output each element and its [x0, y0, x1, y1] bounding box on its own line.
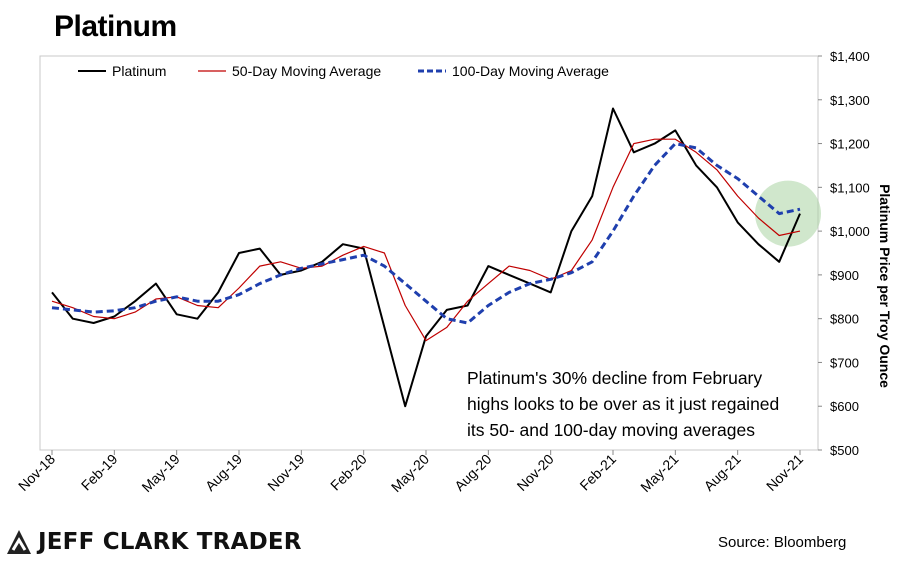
annotation: Platinum's 30% decline from February hig…: [467, 368, 779, 440]
y-axis-title: Platinum Price per Troy Ounce: [877, 184, 893, 388]
x-tick-label: Feb-20: [327, 451, 370, 494]
y-tick-label: $600: [830, 399, 859, 414]
x-axis: Nov-18 Feb-19 May-19 Aug-19 Nov-19 Feb-20 May-…: [15, 450, 806, 495]
source-note: Source: Bloomberg: [718, 534, 847, 551]
x-tick-label: Nov-18: [15, 451, 58, 494]
brand: JEFF CLARK TRADER: [6, 524, 302, 560]
x-tick-label: Feb-21: [576, 451, 619, 494]
series-line-1: [51, 107, 801, 408]
series-layer: [51, 107, 801, 408]
series-line-2: [51, 138, 801, 342]
x-tick-label: May-20: [388, 451, 432, 495]
annotation-line-1: Platinum's 30% decline from February: [467, 368, 762, 388]
x-tick-label: Aug-20: [451, 451, 494, 494]
x-tick-label: May-19: [138, 451, 182, 495]
x-tick-label: Aug-19: [202, 451, 245, 494]
y-tick-label: $900: [830, 268, 859, 283]
y-tick-label: $1,100: [830, 180, 870, 195]
x-tick-label: Feb-19: [78, 451, 121, 494]
plot-area-border: [39, 55, 819, 451]
chart-title: Platinum: [54, 10, 177, 43]
legend: Platinum 50-Day Moving Average 100-Day Mov…: [78, 63, 609, 79]
annotation-line-3: its 50- and 100-day moving averages: [467, 420, 755, 440]
y-tick-label: $500: [830, 443, 859, 458]
x-tick-label: Nov-20: [514, 451, 557, 494]
brand-name: JEFF CLARK TRADER: [38, 529, 302, 555]
legend-label: 100-Day Moving Average: [452, 63, 609, 79]
x-tick-label: Nov-19: [264, 451, 307, 494]
x-tick-label: May-21: [637, 451, 681, 495]
legend-label: Platinum: [112, 63, 166, 79]
y-tick-label: $1,400: [830, 49, 870, 64]
legend-label: 50-Day Moving Average: [232, 63, 381, 79]
y-tick-label: $1,000: [830, 224, 870, 239]
triangle-chevron-logo-icon: [7, 530, 31, 554]
y-tick-label: $1,200: [830, 137, 870, 152]
y-axis: $500 $600 $700 $800 $900 $1,000 $1,100 $1,200 $1…: [818, 49, 870, 458]
y-tick-label: $700: [830, 355, 859, 370]
y-tick-label: $1,300: [830, 93, 870, 108]
x-tick-label: Nov-21: [763, 451, 806, 494]
highlight-layer: [755, 180, 821, 247]
highlight-circle: [755, 180, 821, 247]
series-line-3: [51, 142, 801, 325]
y-tick-label: $800: [830, 312, 859, 327]
x-tick-label: Aug-21: [701, 451, 744, 494]
annotation-line-2: highs looks to be over as it just regain…: [467, 394, 779, 414]
